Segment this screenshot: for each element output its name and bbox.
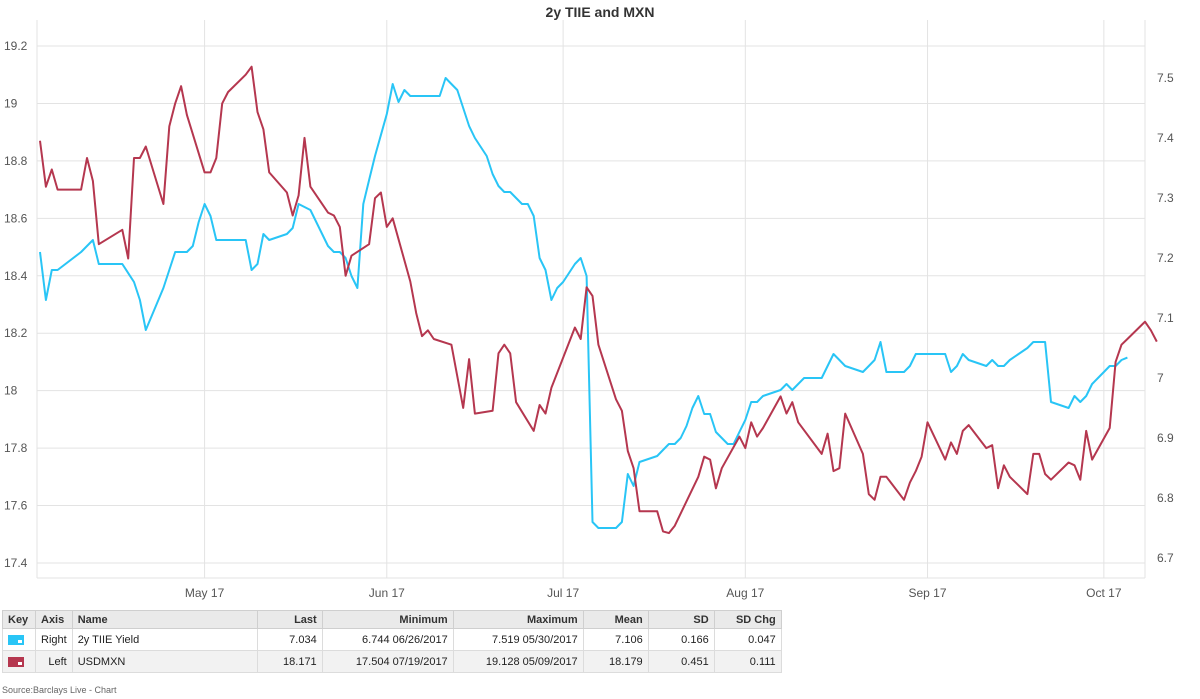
legend-minimum: 6.744 06/26/2017 (321, 628, 454, 651)
series-color-swatch (8, 656, 24, 667)
right-tick-label: 7 (1157, 371, 1164, 385)
left-tick-label: 18 (4, 384, 18, 398)
series (39, 65, 1158, 535)
x-tick-label: Jul 17 (547, 586, 579, 600)
legend-sd-chg: 0.111 (713, 650, 782, 673)
header-mean: Mean (582, 610, 649, 629)
chart-title: 2y TIIE and MXN (546, 4, 655, 20)
legend-mean: 7.106 (582, 628, 649, 651)
source-note: Source:Barclays Live - Chart (2, 685, 117, 695)
legend-maximum: 7.519 05/30/2017 (452, 628, 584, 651)
legend-sd: 0.451 (647, 650, 715, 673)
left-tick-label: 18.6 (4, 211, 28, 225)
x-tick-label: Jun 17 (369, 586, 405, 600)
left-tick-label: 18.4 (4, 269, 28, 283)
x-tick-label: Aug 17 (726, 586, 764, 600)
legend-sd-chg: 0.047 (713, 628, 782, 651)
right-tick-label: 7.2 (1157, 251, 1174, 265)
legend-sd: 0.166 (647, 628, 715, 651)
header-last: Last (256, 610, 323, 629)
left-tick-label: 17.8 (4, 441, 28, 455)
left-tick-label: 18.2 (4, 326, 28, 340)
legend-key (2, 650, 36, 673)
x-tick-label: Oct 17 (1086, 586, 1122, 600)
header-minimum: Minimum (321, 610, 454, 629)
right-tick-label: 7.1 (1157, 311, 1174, 325)
header-sd-chg: SD Chg (713, 610, 782, 629)
header-name: Name (71, 610, 258, 629)
right-tick-label: 6.8 (1157, 491, 1174, 505)
right-tick-label: 7.3 (1157, 191, 1174, 205)
series-line-usdmxn (39, 65, 1158, 535)
series-color-swatch (8, 634, 24, 645)
header-sd: SD (647, 610, 715, 629)
header-key: Key (2, 610, 36, 629)
left-tick-label: 17.4 (4, 556, 28, 570)
legend-mean: 18.179 (582, 650, 649, 673)
legend-axis: Left (35, 650, 73, 673)
right-tick-label: 6.9 (1157, 431, 1174, 445)
legend-header-row: Key Axis Name Last Minimum Maximum Mean … (2, 610, 782, 629)
right-tick-label: 7.4 (1157, 131, 1174, 145)
header-maximum: Maximum (452, 610, 584, 629)
legend-name: USDMXN (71, 650, 258, 673)
left-tick-label: 19 (4, 96, 18, 110)
legend-row-usdmxn[interactable]: Left USDMXN 18.171 17.504 07/19/2017 19.… (2, 650, 782, 673)
axis-ticks: 17.4 17.6 17.8 18 18.2 18.4 18.6 18.8 19 19.2 6.7 6… (4, 39, 1174, 600)
series-line-2y-tiie-yield (39, 77, 1128, 529)
legend-key (2, 628, 36, 651)
legend-row-tiie[interactable]: Right 2y TIIE Yield 7.034 6.744 06/26/20… (2, 628, 782, 651)
x-tick-label: May 17 (185, 586, 225, 600)
left-tick-label: 19.2 (4, 39, 28, 53)
right-tick-label: 6.7 (1157, 551, 1174, 565)
x-tick-label: Sep 17 (909, 586, 947, 600)
legend-table: Key Axis Name Last Minimum Maximum Mean … (2, 610, 782, 673)
chart: 2y TIIE and MXN 17.4 17.6 17.8 18 18.2 18.4 18… (4, 4, 1174, 600)
left-tick-label: 18.8 (4, 154, 28, 168)
legend-name: 2y TIIE Yield (71, 628, 258, 651)
legend-minimum: 17.504 07/19/2017 (321, 650, 454, 673)
legend-maximum: 19.128 05/09/2017 (452, 650, 584, 673)
legend-last: 7.034 (256, 628, 323, 651)
legend-last: 18.171 (256, 650, 323, 673)
legend-axis: Right (35, 628, 73, 651)
right-tick-label: 7.5 (1157, 71, 1174, 85)
left-tick-label: 17.6 (4, 499, 28, 513)
header-axis: Axis (35, 610, 73, 629)
